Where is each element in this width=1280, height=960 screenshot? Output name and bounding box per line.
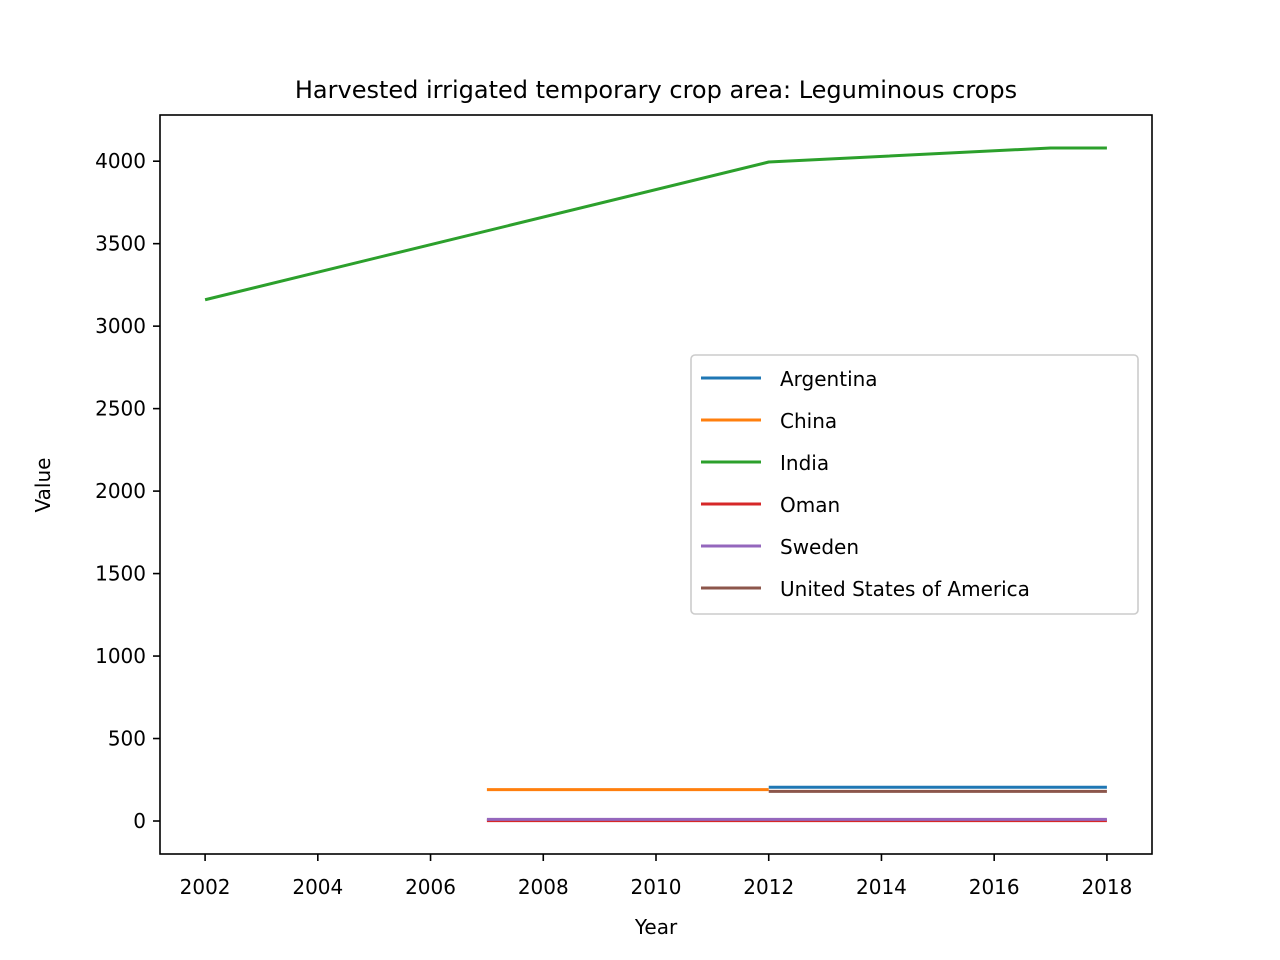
x-tick-label: 2018 [1081, 875, 1132, 899]
y-tick-label: 4000 [95, 149, 146, 173]
y-tick-label: 1000 [95, 644, 146, 668]
y-axis-title: Value [31, 458, 55, 513]
x-tick-label: 2014 [856, 875, 907, 899]
x-tick-label: 2006 [405, 875, 456, 899]
y-tick-label: 2000 [95, 479, 146, 503]
x-tick-label: 2002 [180, 875, 231, 899]
plot-frame [159, 114, 1153, 855]
y-tick-label: 3500 [95, 232, 146, 256]
legend: Argentina China India Oman Sweden United Stat… [690, 354, 1139, 615]
y-tick-label: 500 [108, 727, 146, 751]
y-tick-label: 0 [133, 809, 146, 833]
x-axis-ticks: 2002 2004 2006 2008 2010 2012 2014 2016 2018 [180, 854, 1132, 899]
x-tick-label: 2010 [631, 875, 682, 899]
y-tick-label: 2500 [95, 397, 146, 421]
legend-label-india: India [780, 451, 829, 475]
y-tick-label: 3000 [95, 314, 146, 338]
x-tick-label: 2004 [292, 875, 343, 899]
y-tick-label: 1500 [95, 562, 146, 586]
legend-label-oman: Oman [780, 493, 840, 517]
legend-box [690, 354, 1139, 615]
chart-title: Harvested irrigated temporary crop area:… [295, 76, 1017, 104]
x-tick-label: 2016 [969, 875, 1020, 899]
x-tick-label: 2008 [518, 875, 569, 899]
legend-label-united-states-of-america: United States of America [780, 577, 1030, 601]
legend-label-argentina: Argentina [780, 367, 878, 391]
x-tick-label: 2012 [743, 875, 794, 899]
legend-label-china: China [780, 409, 837, 433]
legend-label-sweden: Sweden [780, 535, 859, 559]
series-line-india [204, 146, 1107, 302]
y-axis-ticks: 0 500 1000 1500 2000 2500 3000 3500 4000 [95, 149, 160, 833]
x-axis-title: Year [634, 915, 678, 939]
series-layer [204, 146, 1107, 823]
